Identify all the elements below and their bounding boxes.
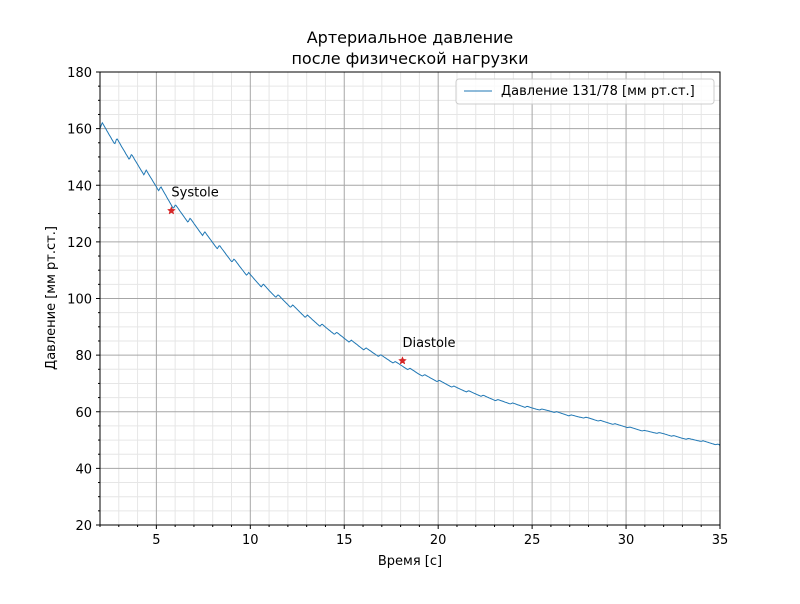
y-tick-label: 40 — [75, 462, 92, 477]
x-tick-label: 20 — [430, 533, 447, 548]
pressure-line — [99, 121, 721, 446]
y-tick-label: 160 — [67, 123, 92, 138]
y-tick-label: 20 — [75, 519, 92, 534]
y-tick-label: 180 — [67, 66, 92, 81]
y-tick-label: 120 — [67, 236, 92, 251]
x-tick-label: 30 — [618, 533, 635, 548]
y-tick-label: 80 — [75, 349, 92, 364]
y-axis-label: Давление [мм рт.ст.] — [44, 226, 59, 370]
x-tick-label: 25 — [524, 533, 541, 548]
plot-area: Systole Diastole 5 10 15 20 25 30 35 20 40 60 80 100 1… — [67, 66, 728, 548]
marker-systole — [166, 206, 176, 215]
annotation-diastole: Diastole — [402, 336, 455, 351]
x-tick-label: 5 — [152, 533, 160, 548]
x-tick-label: 10 — [242, 533, 259, 548]
annotation-systole: Systole — [171, 186, 218, 201]
y-tick-label: 100 — [67, 293, 92, 308]
legend-box — [455, 78, 715, 105]
x-tick-label: 15 — [336, 533, 353, 548]
chart-title-line-1: Артериальное давление — [307, 28, 514, 47]
x-axis-label: Время [с] — [378, 554, 442, 569]
y-tick-label: 140 — [67, 179, 92, 194]
legend-entry-pressure: Давление 131/78 [мм рт.ст.] — [501, 84, 695, 99]
chart-title-line-2: после физической нагрузки — [291, 49, 528, 68]
legend: Давление 131/78 [мм рт.ст.] — [455, 78, 715, 105]
y-tick-label: 60 — [75, 406, 92, 421]
marker-diastole — [398, 356, 407, 365]
x-tick-label: 35 — [712, 533, 729, 548]
